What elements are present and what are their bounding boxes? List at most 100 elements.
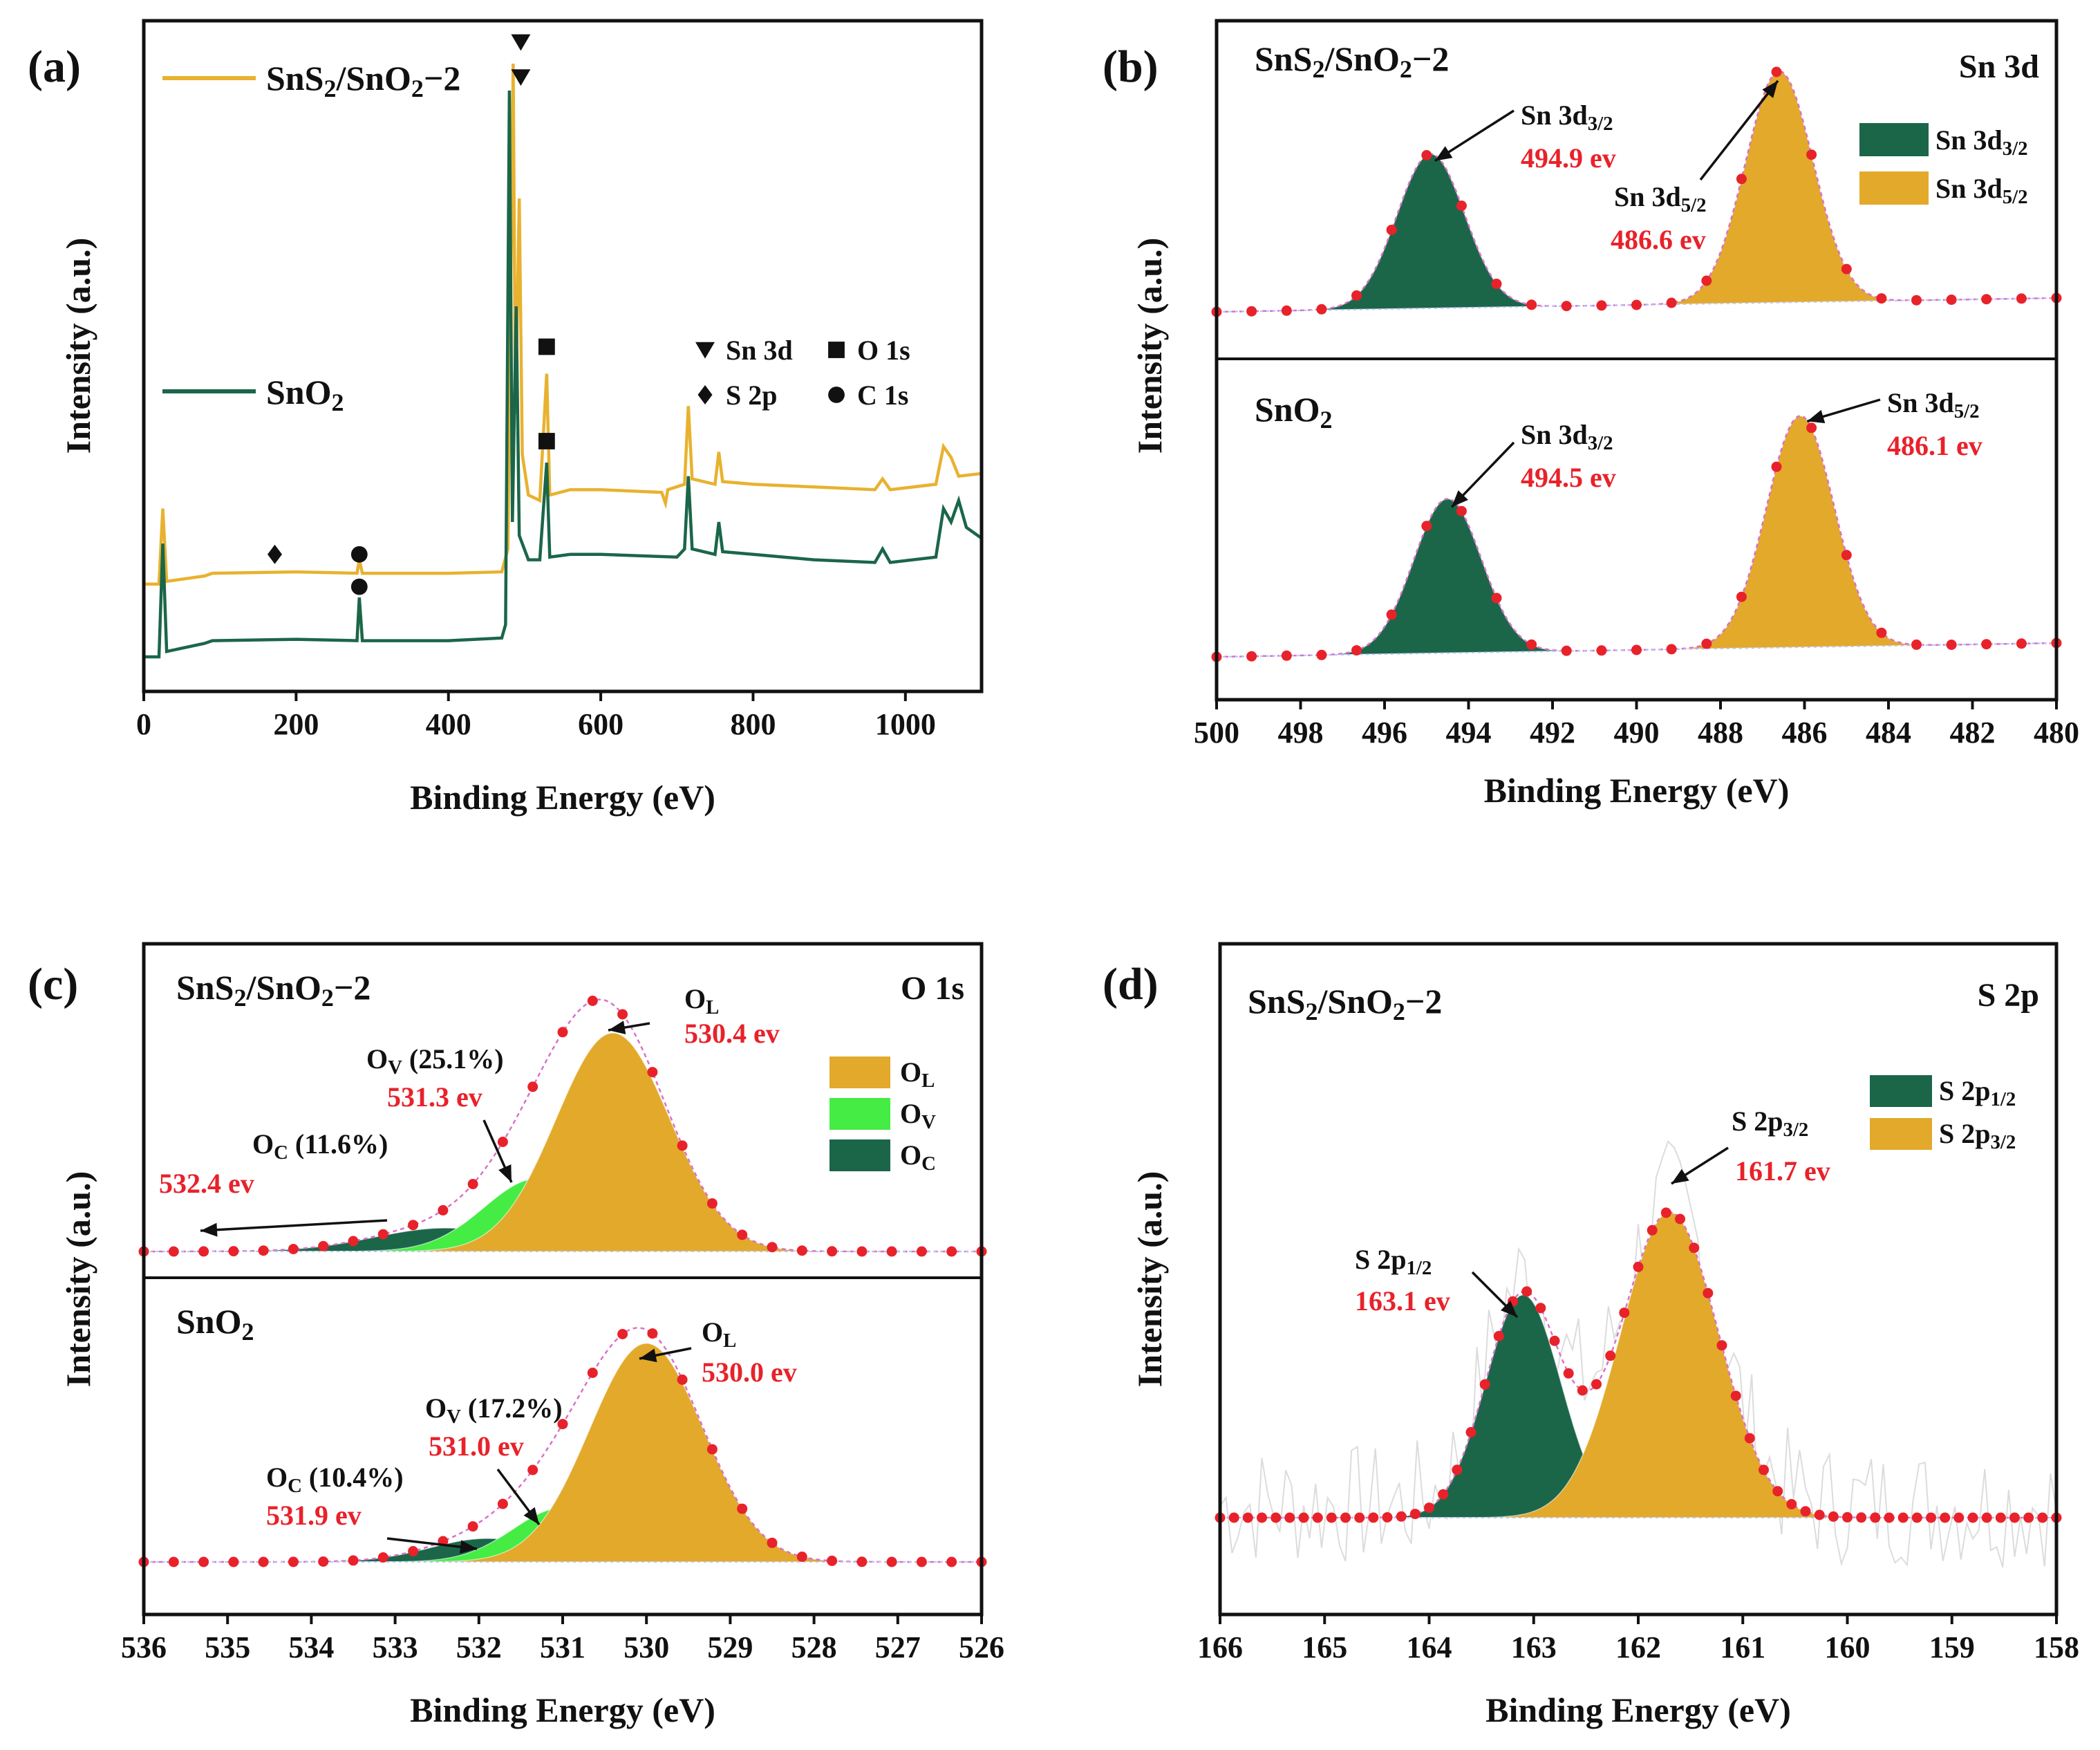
arrow-shaft <box>200 1219 388 1232</box>
data-point <box>1354 1512 1365 1523</box>
data-point <box>1772 1486 1783 1497</box>
subscript: 1/2 <box>1407 1257 1432 1279</box>
data-point <box>677 1374 688 1385</box>
legend-label: C 1s <box>857 380 908 411</box>
text-run: /SnO <box>245 968 321 1007</box>
data-point <box>1911 639 1922 650</box>
subscript: L <box>723 1330 736 1352</box>
x-tick-label: 482 <box>1950 716 1996 750</box>
data-point <box>1368 1512 1379 1523</box>
arrow-head <box>1434 146 1453 161</box>
x-tick-label: 159 <box>1929 1630 1975 1664</box>
data-point <box>2037 1512 2048 1523</box>
data-point <box>408 1546 419 1556</box>
data-point <box>1577 1385 1588 1396</box>
annotation-arrow <box>1471 1271 1519 1319</box>
text-run: /SnO <box>1324 39 1399 78</box>
x-tick-label: 600 <box>578 707 624 741</box>
data-point <box>318 1240 329 1251</box>
data-point <box>1452 1464 1463 1476</box>
data-point <box>1946 295 1957 305</box>
data-point <box>348 1236 359 1247</box>
data-point <box>737 1229 748 1240</box>
x-tick-label: 490 <box>1614 716 1660 750</box>
legend-label: Sn 3d <box>726 335 793 366</box>
legend-label: OC <box>900 1139 936 1175</box>
peak-value: 530.0 ev <box>702 1357 797 1388</box>
data-point <box>2023 1512 2034 1523</box>
data-point <box>827 1246 838 1257</box>
arrow-head <box>1500 1300 1517 1317</box>
data-point <box>168 1246 179 1257</box>
data-point <box>1800 1506 1811 1517</box>
raw-noise-trace <box>1219 1139 2057 1568</box>
peak-value: 163.1 ev <box>1355 1285 1450 1316</box>
data-point <box>1281 305 1292 316</box>
data-point <box>647 1067 658 1078</box>
x-axis-label: Binding Energy (eV) <box>410 778 715 817</box>
data-point <box>1967 1512 1978 1523</box>
data-point <box>767 1242 778 1253</box>
subscript: 2 <box>1312 55 1324 83</box>
legend-label: S 2p3/2 <box>1939 1118 2016 1153</box>
text-run: SnO <box>176 1302 242 1341</box>
legend-swatch <box>829 1098 890 1130</box>
text-run: S 2p <box>1939 1075 1991 1106</box>
x-tick-label: 536 <box>121 1630 167 1664</box>
text-run: Sn 3d <box>1521 100 1588 131</box>
circle-legend-icon <box>828 387 845 403</box>
text-run: O <box>702 1316 723 1348</box>
x-tick-label: 500 <box>1194 716 1239 750</box>
data-point <box>886 1246 897 1257</box>
subscript: L <box>706 996 719 1018</box>
subscript: C <box>274 1142 288 1164</box>
data-point <box>1884 1512 1895 1523</box>
data-point <box>1491 279 1502 289</box>
data-point <box>1870 1512 1881 1523</box>
legend-swatch <box>1859 123 1929 156</box>
x-tick-label: 0 <box>136 707 151 741</box>
data-point <box>168 1556 179 1567</box>
data-point <box>1736 174 1747 185</box>
data-point <box>1351 645 1362 656</box>
data-point <box>1631 299 1642 310</box>
data-point <box>916 1246 927 1257</box>
peak-label: OV (17.2%) <box>425 1393 563 1428</box>
peak-label: OV (25.1%) <box>366 1043 504 1079</box>
data-point <box>377 1229 388 1240</box>
x-tick-label: 163 <box>1511 1630 1557 1664</box>
data-point <box>706 1444 718 1455</box>
text-run: SnO <box>266 373 332 411</box>
peak-label: S 2p3/2 <box>1732 1106 1808 1141</box>
subscript: 2 <box>242 1318 254 1346</box>
x-tick-label: 526 <box>959 1630 1004 1664</box>
data-point <box>1396 1511 1407 1522</box>
data-point <box>1701 638 1712 649</box>
data-point <box>677 1140 688 1151</box>
data-point <box>318 1556 329 1567</box>
series-label-sns2-sno2: SnS2/SnO2−2 <box>266 59 460 102</box>
data-point <box>557 1419 568 1430</box>
peak-label: OL <box>684 983 719 1018</box>
y-axis-label: Intensity (a.u.) <box>59 1171 97 1388</box>
text-run: O <box>900 1098 921 1129</box>
text-run: O <box>266 1462 288 1493</box>
subscript: 2 <box>332 389 344 416</box>
data-point <box>198 1556 209 1567</box>
subscript: 5/2 <box>2003 186 2028 208</box>
sample-label: SnO2 <box>1255 390 1333 434</box>
data-point <box>617 1009 628 1020</box>
data-point <box>1701 275 1712 286</box>
subscript: V <box>447 1406 461 1428</box>
x-tick-label: 484 <box>1866 716 1911 750</box>
x-tick-label: 534 <box>288 1630 334 1664</box>
data-point <box>1771 66 1782 77</box>
peak-value: 531.3 ev <box>387 1081 482 1113</box>
subscript: L <box>921 1070 935 1092</box>
data-point <box>1675 1213 1685 1225</box>
data-point <box>1786 1499 1797 1509</box>
x-tick-label: 531 <box>540 1630 585 1664</box>
arrow-head <box>639 1348 657 1363</box>
